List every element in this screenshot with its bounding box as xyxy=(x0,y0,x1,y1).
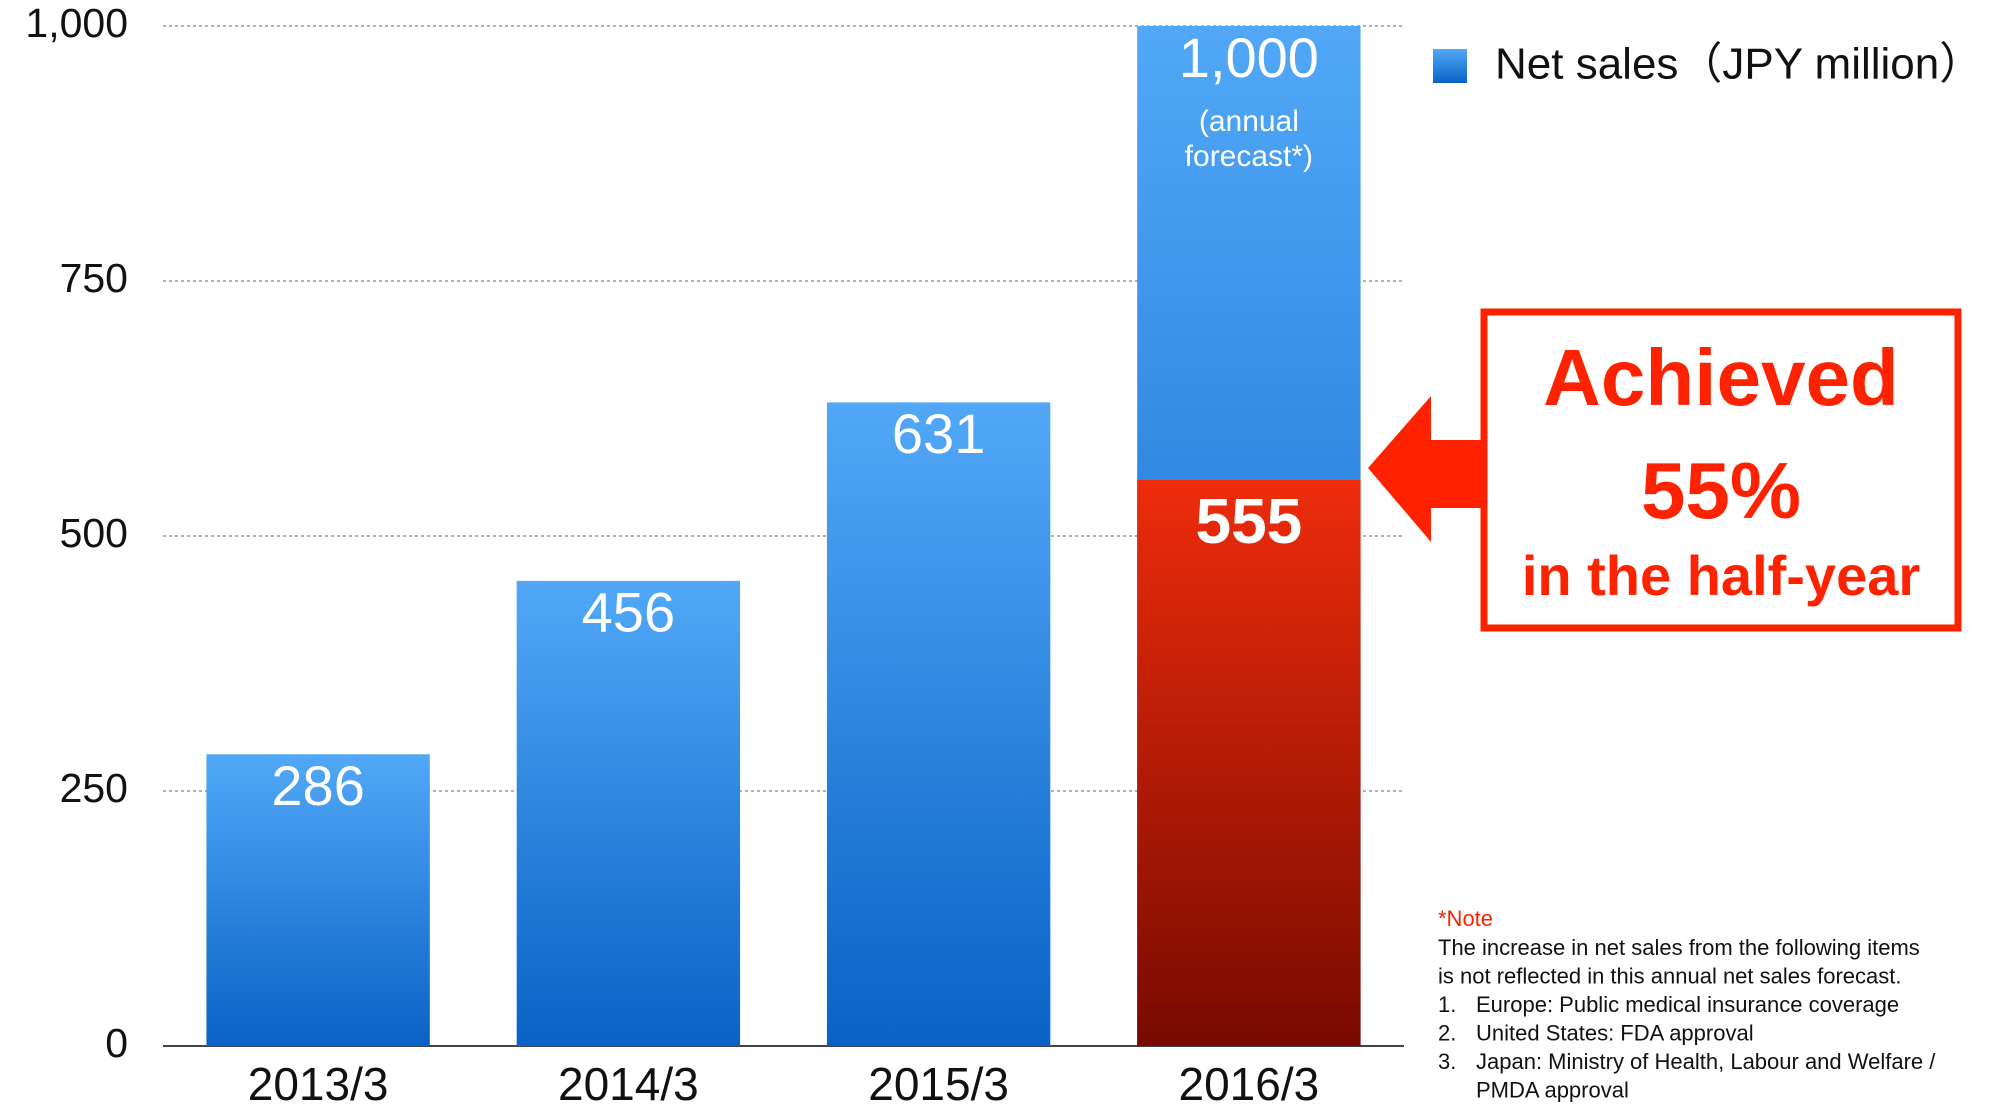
legend-swatch xyxy=(1433,49,1467,83)
y-tick-label: 1,000 xyxy=(25,0,128,46)
callout-box xyxy=(1480,308,1962,632)
x-tick-label: 2016/3 xyxy=(1179,1058,1320,1104)
x-tick-label: 2014/3 xyxy=(558,1058,699,1104)
y-tick-label: 500 xyxy=(60,510,128,556)
note-number: 2. xyxy=(1438,1020,1456,1045)
callout-text: 55% xyxy=(1641,446,1801,535)
note-number: 3. xyxy=(1438,1049,1456,1074)
bar xyxy=(1137,479,1361,1046)
value-label: 1,000 xyxy=(1179,26,1319,89)
value-label: 555 xyxy=(1195,485,1302,557)
bar xyxy=(206,754,430,1046)
x-tick-label: 2015/3 xyxy=(868,1058,1009,1104)
note-text: Europe: Public medical insurance coverag… xyxy=(1476,992,1899,1017)
note-text: The increase in net sales from the follo… xyxy=(1438,935,1920,960)
note-text: is not reflected in this annual net sale… xyxy=(1438,963,1901,988)
x-tick-label: 2013/3 xyxy=(248,1058,389,1104)
y-tick-label: 0 xyxy=(105,1020,128,1066)
bar xyxy=(516,580,741,1046)
y-tick-label: 750 xyxy=(60,255,128,301)
value-label: 631 xyxy=(892,402,985,465)
callout-text: Achieved xyxy=(1543,333,1899,422)
note-number: 1. xyxy=(1438,992,1456,1017)
note-title: *Note xyxy=(1438,906,1493,931)
y-tick-label: 250 xyxy=(60,765,128,811)
annotation: forecast*) xyxy=(1185,140,1313,173)
note-text: PMDA approval xyxy=(1476,1077,1629,1102)
value-label: 286 xyxy=(271,754,364,817)
note-text: United States: FDA approval xyxy=(1476,1020,1754,1045)
annotation: (annual xyxy=(1199,105,1299,138)
callout-arrow xyxy=(1368,396,1481,542)
callout-text: in the half-year xyxy=(1522,544,1920,607)
note-text: Japan: Ministry of Health, Labour and We… xyxy=(1476,1049,1936,1074)
bar xyxy=(826,402,1051,1046)
legend-label: Net sales（JPY million） xyxy=(1495,40,1983,89)
value-label: 456 xyxy=(582,581,675,644)
